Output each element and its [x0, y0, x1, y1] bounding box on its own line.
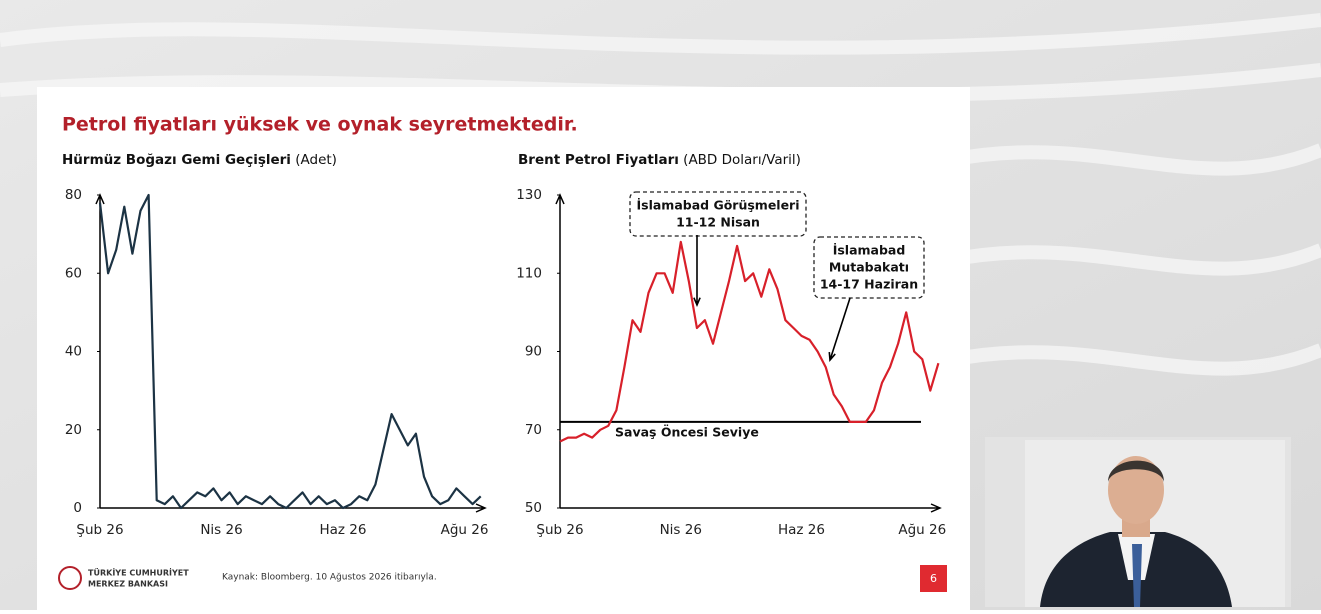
- speaker-head: [1108, 456, 1164, 524]
- speaker-video: [985, 437, 1291, 607]
- x-axis: [560, 503, 942, 513]
- x-tick-label: Şub 26: [76, 522, 123, 538]
- y-tick-label: 110: [516, 265, 542, 281]
- slide-title: Petrol fiyatları yüksek ve oynak seyretm…: [62, 114, 578, 136]
- y-tick-label: 130: [516, 187, 542, 203]
- y-tick-label: 50: [525, 500, 542, 516]
- x-axis: [100, 503, 487, 513]
- x-tick-label: Nis 26: [660, 522, 702, 538]
- chart-title-main: Hürmüz Boğazı Gemi Geçişleri: [62, 152, 291, 168]
- chart-unit: (ABD Doları/Varil): [683, 152, 801, 168]
- annotation-text: 11-12 Nisan: [676, 215, 760, 230]
- y-tick-label: 0: [73, 500, 82, 516]
- annotation-box: [629, 191, 807, 237]
- speaker-hair: [1108, 460, 1164, 482]
- annotation-text: Mutabakatı: [829, 260, 909, 275]
- page-number: 6: [930, 572, 937, 585]
- chart-title: Brent Petrol Fiyatları (ABD Doları/Varil…: [518, 152, 801, 168]
- x-tick-label: Nis 26: [200, 522, 242, 538]
- y-tick-label: 40: [65, 344, 82, 360]
- x-tick-label: Şub 26: [536, 522, 583, 538]
- annotation-text: İslamabad Görüşmeleri: [636, 198, 799, 213]
- page-badge: [920, 565, 947, 592]
- logo-mark: [58, 566, 82, 590]
- y-tick-label: 60: [65, 265, 82, 281]
- x-tick-label: Ağu 26: [441, 522, 489, 538]
- reference-label: Savaş Öncesi Seviye: [615, 424, 759, 439]
- y-tick-label: 20: [65, 422, 82, 438]
- annotation-box: [813, 236, 925, 299]
- data-line: [559, 240, 940, 443]
- annotation-text: İslamabad: [833, 243, 906, 258]
- y-axis: [95, 193, 105, 508]
- chart-unit: (Adet): [295, 152, 337, 168]
- data-line: [98, 193, 482, 510]
- x-tick-label: Ağu 26: [898, 522, 946, 538]
- y-tick-label: 80: [65, 187, 82, 203]
- speaker-tie: [1132, 544, 1142, 607]
- x-tick-label: Haz 26: [320, 522, 367, 538]
- chart-title-main: Brent Petrol Fiyatları: [518, 152, 679, 168]
- logo-text: TÜRKİYE CUMHURİYET: [88, 568, 189, 578]
- annotation-arrow: [693, 235, 701, 308]
- source-note: Kaynak: Bloomberg. 10 Ağustos 2026 itiba…: [222, 573, 437, 583]
- y-tick-label: 90: [525, 344, 542, 360]
- logo: TÜRKİYE CUMHURİYET MERKEZ BANKASI: [58, 566, 189, 590]
- x-tick-label: Haz 26: [778, 522, 825, 538]
- y-tick-label: 70: [525, 422, 542, 438]
- chart-title: Hürmüz Boğazı Gemi Geçişleri (Adet): [62, 152, 337, 168]
- logo-text: MERKEZ BANKASI: [88, 580, 168, 589]
- annotation-text: 14-17 Haziran: [820, 277, 918, 292]
- y-axis: [555, 193, 565, 508]
- annotation-arrow: [828, 297, 851, 362]
